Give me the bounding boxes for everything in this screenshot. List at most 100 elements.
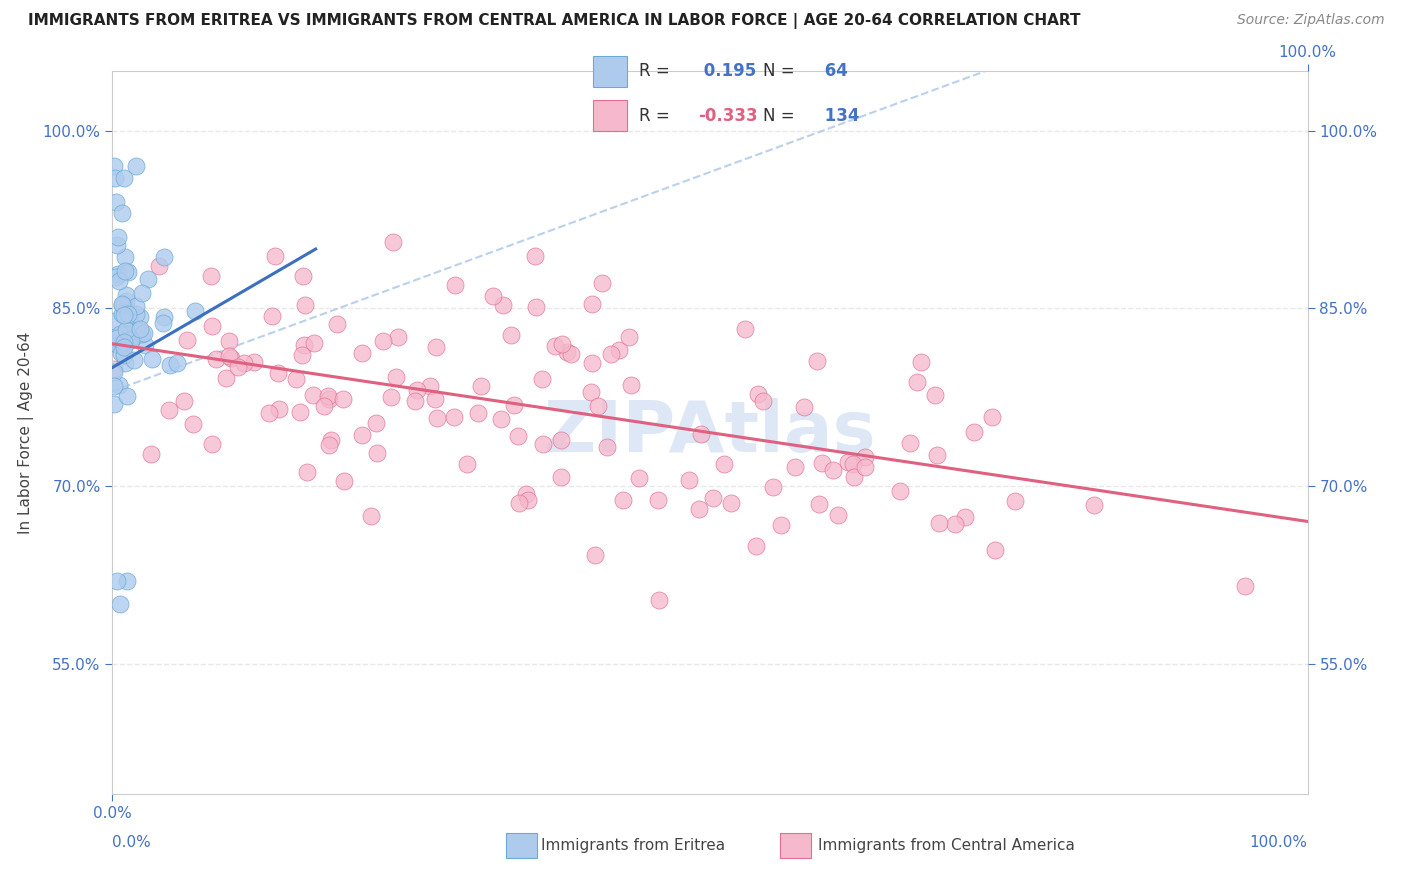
Point bbox=[103, 379, 125, 393]
Point bbox=[111, 297, 134, 311]
Point bbox=[111, 298, 134, 312]
Point bbox=[105, 194, 128, 209]
Point bbox=[808, 497, 831, 511]
Text: 134: 134 bbox=[818, 107, 859, 125]
Point bbox=[103, 336, 125, 351]
Point bbox=[136, 272, 159, 286]
Point bbox=[176, 333, 198, 347]
Point bbox=[260, 310, 283, 324]
Point bbox=[550, 470, 572, 484]
Point bbox=[581, 385, 603, 400]
Point bbox=[214, 371, 236, 385]
Point bbox=[257, 406, 280, 420]
Text: R =: R = bbox=[640, 62, 669, 80]
Point bbox=[837, 455, 859, 469]
Point bbox=[387, 330, 409, 344]
Point bbox=[853, 459, 876, 474]
Point bbox=[104, 171, 127, 186]
Point bbox=[821, 463, 844, 477]
Point bbox=[470, 379, 492, 393]
Text: 0.0%: 0.0% bbox=[112, 836, 152, 850]
Point bbox=[128, 322, 150, 336]
Point bbox=[953, 510, 976, 524]
Point bbox=[114, 340, 136, 354]
Point bbox=[218, 334, 240, 349]
Point bbox=[117, 302, 139, 317]
Point bbox=[586, 399, 609, 413]
Point bbox=[318, 392, 340, 406]
Point bbox=[443, 410, 465, 425]
Point bbox=[111, 307, 134, 321]
Point bbox=[153, 310, 176, 324]
Point bbox=[531, 372, 554, 386]
Point bbox=[366, 446, 388, 460]
Point bbox=[292, 269, 315, 284]
Point bbox=[419, 379, 441, 393]
Point bbox=[288, 405, 311, 419]
Point bbox=[517, 492, 540, 507]
Point bbox=[905, 375, 928, 389]
Point bbox=[925, 448, 948, 462]
Point bbox=[544, 338, 567, 352]
Point bbox=[793, 400, 815, 414]
Point bbox=[115, 288, 138, 302]
Point bbox=[304, 335, 326, 350]
Point bbox=[499, 328, 522, 343]
Point bbox=[482, 289, 505, 303]
Point bbox=[364, 417, 387, 431]
Point bbox=[183, 304, 205, 318]
Point bbox=[125, 323, 148, 337]
Point bbox=[200, 318, 222, 333]
Point bbox=[769, 517, 792, 532]
Point bbox=[108, 378, 131, 392]
Point bbox=[111, 298, 134, 312]
Point bbox=[103, 314, 125, 328]
Point bbox=[291, 349, 314, 363]
Text: 64: 64 bbox=[818, 62, 848, 80]
Point bbox=[103, 397, 125, 411]
Point bbox=[503, 398, 526, 412]
Point bbox=[103, 362, 125, 376]
Point bbox=[153, 250, 176, 264]
Text: Immigrants from Central America: Immigrants from Central America bbox=[818, 838, 1076, 853]
Point bbox=[910, 355, 932, 369]
Point bbox=[141, 447, 163, 461]
Point bbox=[112, 335, 135, 350]
Point bbox=[122, 353, 145, 368]
Point bbox=[124, 299, 146, 313]
Point bbox=[114, 356, 136, 370]
Point bbox=[114, 323, 136, 337]
Point bbox=[318, 438, 340, 452]
Point bbox=[131, 285, 153, 300]
Point bbox=[173, 394, 195, 409]
Point bbox=[688, 502, 710, 516]
Point bbox=[581, 356, 603, 370]
Point bbox=[352, 428, 374, 442]
Point bbox=[1233, 579, 1256, 593]
Point bbox=[117, 326, 139, 341]
Point bbox=[508, 496, 530, 510]
Text: Immigrants from Eritrea: Immigrants from Eritrea bbox=[541, 838, 725, 853]
Point bbox=[108, 274, 131, 288]
Point bbox=[900, 436, 922, 450]
Point bbox=[115, 389, 138, 403]
Point bbox=[550, 433, 572, 447]
Text: -0.333: -0.333 bbox=[697, 107, 758, 125]
Point bbox=[747, 386, 769, 401]
Point bbox=[762, 480, 785, 494]
Point bbox=[842, 457, 865, 471]
Point bbox=[628, 471, 651, 485]
Point bbox=[492, 298, 515, 312]
Bar bbox=[593, 100, 627, 131]
Point bbox=[107, 331, 129, 345]
Point bbox=[292, 338, 315, 352]
Point bbox=[105, 238, 128, 252]
Point bbox=[531, 437, 554, 451]
Point bbox=[325, 317, 347, 331]
Point bbox=[526, 300, 548, 314]
Point bbox=[1083, 498, 1105, 512]
Point bbox=[382, 235, 405, 250]
Point bbox=[132, 326, 155, 340]
Point bbox=[811, 456, 834, 470]
Text: ZIPAtlas: ZIPAtlas bbox=[544, 398, 876, 467]
